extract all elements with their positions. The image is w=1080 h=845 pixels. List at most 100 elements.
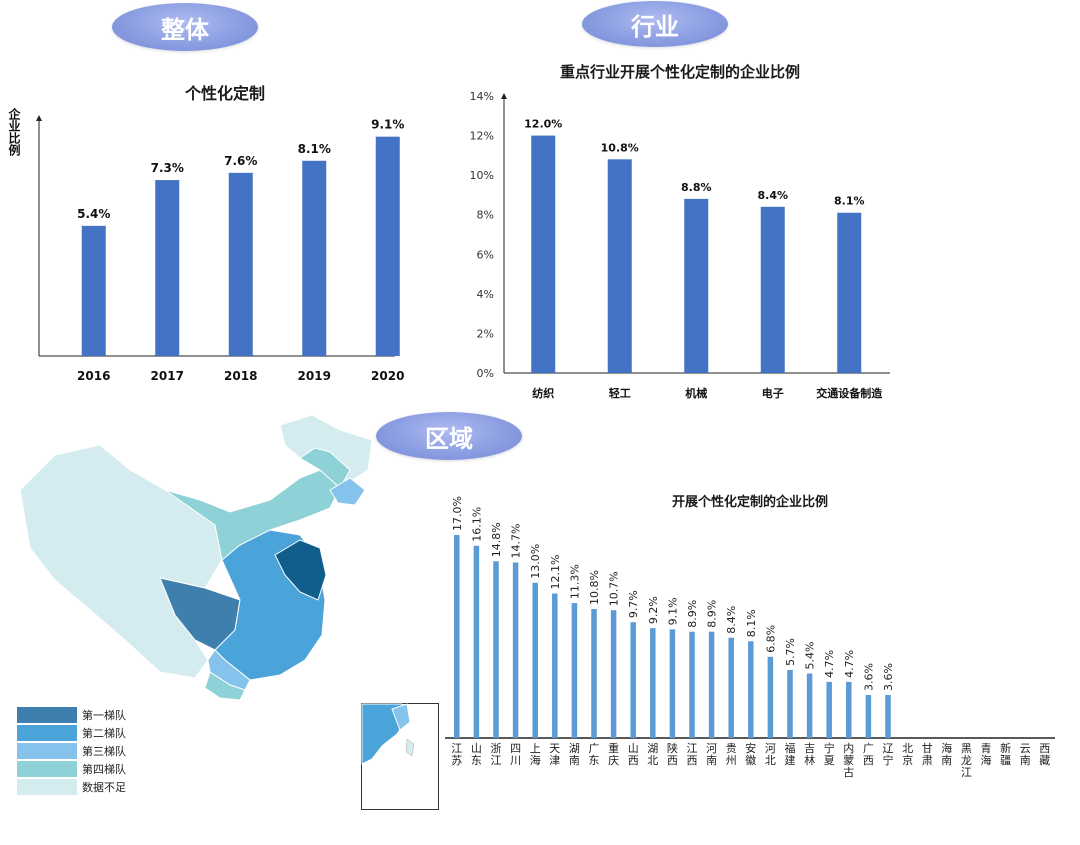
chart1-value-label: 9.1% (371, 118, 404, 132)
chart3-bar (689, 631, 695, 738)
chart3-x-tick: 湖北 (647, 742, 658, 767)
chart3-x-tick: 西藏 (1039, 742, 1050, 767)
chart3-value-label: 5.4% (804, 642, 817, 670)
chart3-value-label: 14.8% (490, 522, 503, 557)
chart3-x-tick: 云南 (1020, 742, 1031, 767)
chart3-title: 开展个性化定制的企业比例 (671, 495, 828, 510)
chart3-value-label: 8.4% (725, 606, 738, 634)
chart3-bar (787, 669, 793, 738)
chart3-x-tick: 青海 (981, 742, 992, 767)
chart1-value-label: 8.1% (298, 142, 331, 156)
chart2-bar (760, 206, 785, 373)
legend-swatch (17, 761, 77, 777)
chart3-bar (552, 593, 558, 738)
legend-item-tier3: 第三梯队 (17, 742, 126, 760)
chart3-x-tick: 新疆 (1000, 741, 1011, 767)
chart2-value-label: 8.4% (757, 189, 788, 202)
chart3-bar (650, 628, 656, 738)
chart3-x-tick: 江苏 (451, 742, 462, 767)
chart3-x-tick: 福建 (785, 741, 796, 767)
chart3-bar (454, 535, 460, 738)
map-west-region (19, 444, 223, 679)
chart2-y-tick: 6% (477, 248, 494, 261)
chart1-x-tick: 2018 (224, 369, 257, 383)
chart1-bar (375, 136, 400, 356)
chart2-y-tick: 12% (470, 130, 494, 143)
legend-swatch (17, 707, 77, 723)
chart2-y-tick: 10% (470, 169, 494, 182)
chart3-bar (728, 637, 734, 738)
chart3-x-tick: 四川 (510, 742, 521, 767)
chart1-x-tick: 2019 (298, 369, 331, 383)
chart2-x-tick: 电子 (762, 386, 784, 400)
chart3-x-tick: 天津 (549, 742, 560, 767)
chart2-y-tick: 8% (477, 209, 494, 222)
chart2-x-tick: 交通设备制造 (816, 386, 883, 400)
chart3-value-label: 8.9% (706, 600, 719, 628)
legend-swatch (17, 743, 77, 759)
chart3-x-tick: 河南 (706, 742, 717, 767)
chart2-y-tick: 14% (470, 90, 494, 103)
chart2-y-tick: 0% (477, 367, 494, 380)
chart3-x-tick: 上海 (530, 742, 541, 767)
chart3-bar (493, 561, 499, 738)
chart3-x-tick: 河北 (765, 742, 776, 767)
chart3-value-label: 12.1% (549, 555, 562, 590)
chart2-value-label: 8.8% (681, 181, 712, 194)
chart3-bar (630, 622, 636, 738)
map-jiangsu-shandong (274, 539, 327, 601)
chart3-bar (591, 609, 597, 738)
chart1-value-label: 7.6% (224, 154, 257, 168)
chart3-bar (512, 562, 519, 738)
chart3-value-label: 10.7% (608, 571, 621, 606)
chart3-x-tick: 贵州 (726, 742, 737, 767)
chart3-bar (806, 673, 813, 738)
chart2-bar (607, 159, 632, 373)
chart3-x-tick: 陕西 (667, 741, 678, 767)
chart3-bar (708, 631, 715, 738)
chart3-bar (610, 610, 617, 738)
chart2-bar (837, 212, 862, 373)
chart3-x-tick: 北京 (902, 742, 913, 767)
section-pill-industry: 行业 (582, 1, 728, 47)
chart3-value-label: 10.8% (588, 570, 601, 605)
chart2-x-tick: 轻工 (609, 386, 631, 400)
chart3-x-tick: 广西 (863, 742, 874, 767)
map-inset-island (405, 738, 415, 757)
chart2-title: 重点行业开展个性化定制的企业比例 (559, 63, 800, 81)
chart3-value-label: 17.0% (451, 496, 464, 531)
chart2-x-tick: 机械 (685, 386, 707, 400)
chart3-value-label: 9.7% (627, 590, 640, 618)
chart3-x-tick: 甘肃 (922, 742, 933, 767)
chart3-bar (846, 681, 852, 738)
map-northeast-tier4 (299, 447, 351, 489)
section-pill-overall: 整体 (112, 3, 258, 51)
chart3-bar (532, 582, 538, 738)
chart1-value-label: 7.3% (151, 161, 184, 175)
chart2-bar (531, 135, 556, 373)
chart3-x-tick: 广东 (589, 742, 600, 767)
chart3-x-tick: 安徽 (745, 741, 756, 767)
chart1-bar (228, 172, 253, 356)
chart1-x-tick: 2017 (151, 369, 184, 383)
chart3-value-label: 9.2% (647, 596, 660, 624)
legend-item-tier1: 第一梯队 (17, 706, 126, 724)
chart3-x-tick: 内蒙古 (843, 741, 854, 779)
chart3-x-tick: 重庆 (608, 741, 619, 767)
chart3-x-tick: 宁夏 (824, 741, 835, 767)
chart1-ylabel: 企业比例 (7, 108, 21, 156)
chart1-x-tick: 2016 (77, 369, 110, 383)
chart3-value-label: 5.7% (784, 638, 797, 666)
chart3-x-tick: 浙江 (491, 742, 502, 767)
chart3-bar (473, 545, 480, 738)
chart2-value-label: 10.8% (601, 141, 639, 154)
chart2-x-tick: 纺织 (532, 386, 554, 400)
chart3-value-label: 3.6% (882, 663, 895, 691)
chart3-x-tick: 辽宁 (883, 742, 894, 767)
chart3-bar (865, 695, 872, 738)
legend-label: 第二梯队 (82, 727, 126, 740)
chart3-value-label: 14.7% (510, 524, 523, 559)
chart3-bar (767, 656, 774, 738)
legend-label: 第一梯队 (82, 709, 126, 722)
